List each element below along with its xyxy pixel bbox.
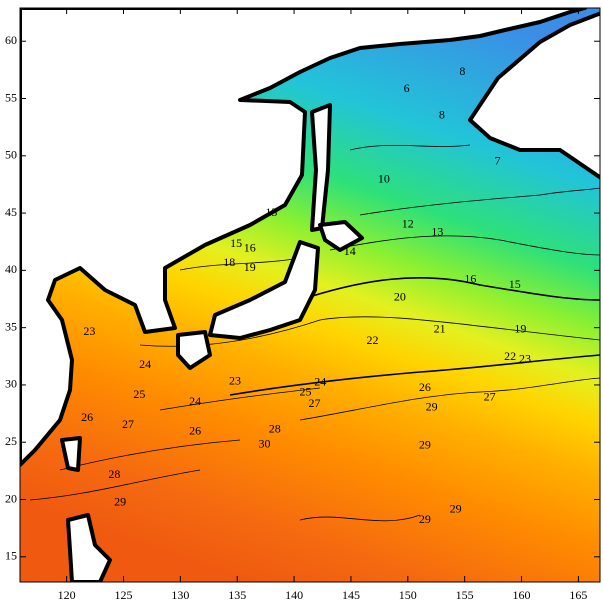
contour-label: 19	[514, 322, 526, 336]
hokkaido	[318, 220, 364, 252]
x-tick-label: 160	[513, 588, 531, 602]
contour-label: 28	[269, 421, 281, 435]
land	[20, 8, 600, 582]
contour-label: 29	[114, 495, 126, 509]
contour-label: 26	[81, 410, 93, 424]
contour-label: 8	[439, 107, 445, 121]
contour-lines	[29, 144, 600, 522]
y-tick-label: 45	[5, 205, 17, 219]
contour-label: 19	[244, 260, 256, 274]
y-tick-label: 40	[5, 262, 17, 276]
contour-label: 29	[426, 400, 438, 414]
contour-label: 29	[419, 437, 431, 451]
contour-label: 27	[122, 417, 134, 431]
x-tick-label: 135	[228, 588, 246, 602]
contour-label: 16	[244, 240, 256, 254]
contour-label: 24	[189, 394, 201, 408]
kamchatka	[468, 11, 600, 180]
honshu	[208, 240, 320, 340]
contour-label: 25	[133, 387, 145, 401]
kyushu	[176, 330, 212, 370]
contour-label: 27	[484, 389, 496, 403]
y-tick-label: 50	[5, 148, 17, 162]
contour-label: 20	[394, 290, 406, 304]
contour-label: 24	[314, 374, 326, 388]
contour-label: 13	[431, 224, 443, 238]
contour-label: 30	[259, 436, 271, 450]
x-tick-label: 145	[342, 588, 360, 602]
contour-label: 22	[504, 349, 516, 363]
x-tick-label: 150	[399, 588, 417, 602]
contour-label: 15	[230, 236, 242, 250]
mainland	[20, 8, 587, 467]
contour-label: 23	[229, 373, 241, 387]
contour-label: 7	[495, 153, 501, 167]
contour-label: 15	[509, 277, 521, 291]
contour-label: 13	[265, 205, 277, 219]
contour-label: 25	[299, 385, 311, 399]
contour-label: 10	[378, 172, 390, 186]
x-tick-label: 165	[569, 588, 587, 602]
contour-label: 6	[404, 81, 410, 95]
contour-label: 8	[459, 64, 465, 78]
y-tick-label: 20	[5, 491, 17, 505]
x-tick-label: 120	[58, 588, 76, 602]
y-tick-label: 60	[5, 33, 17, 47]
y-tick-label: 55	[5, 90, 17, 104]
y-tick-label: 30	[5, 377, 17, 391]
plot-frame	[19, 7, 601, 583]
contour-label: 12	[402, 216, 414, 230]
axes: 120 125 130 135 140 145 150 155 160 165 15 20 25 30 35…	[5, 8, 600, 602]
contour-label: 27	[309, 396, 321, 410]
x-tick-label: 140	[285, 588, 303, 602]
x-tick-label: 130	[171, 588, 189, 602]
contour-label: 23	[83, 324, 95, 338]
y-tick-label: 35	[5, 319, 17, 333]
y-tick-label: 25	[5, 434, 17, 448]
contour-label: 24	[139, 357, 151, 371]
map-area	[20, 8, 600, 582]
contour-label: 22	[367, 333, 379, 347]
contour-label: 21	[434, 322, 446, 336]
contour-label: 26	[189, 424, 201, 438]
x-tick-label: 155	[456, 588, 474, 602]
contour-label: 29	[450, 502, 462, 516]
contour-label: 29	[419, 512, 431, 526]
contour-label: 16	[464, 271, 476, 285]
contour-label: 14	[344, 244, 356, 258]
x-tick-label: 125	[114, 588, 132, 602]
luzon	[66, 513, 112, 582]
contour-label: 28	[108, 467, 120, 481]
contour-label: 18	[223, 255, 235, 269]
contour-label: 26	[419, 380, 431, 394]
taiwan	[60, 436, 82, 472]
y-tick-label: 15	[5, 549, 17, 563]
contour-label: 23	[519, 351, 531, 365]
